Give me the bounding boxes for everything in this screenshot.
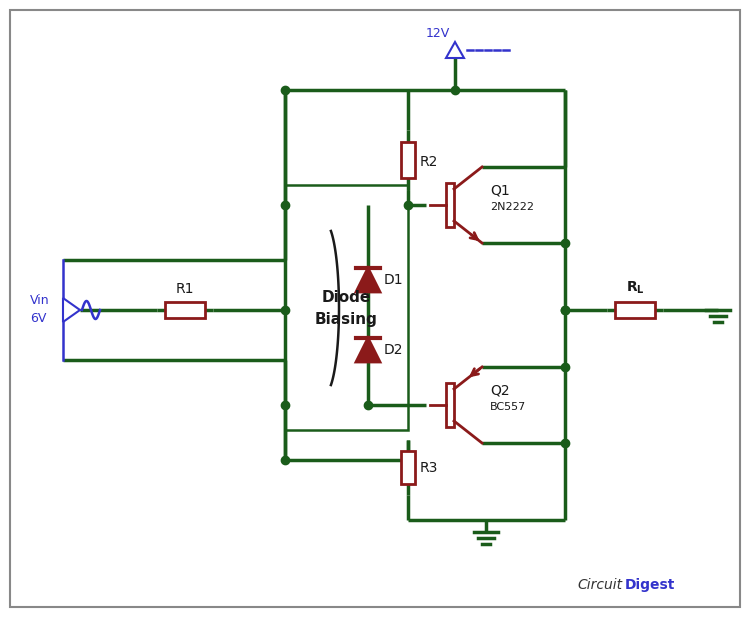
Text: Vin: Vin [30,294,50,307]
Text: Digest: Digest [625,578,675,592]
Bar [166,302,205,318]
Text: 2N2222: 2N2222 [490,202,534,212]
Text: Circuit: Circuit [578,578,623,592]
Text: Biasing: Biasing [315,312,378,327]
Text: $\mathbf{R_L}$: $\mathbf{R_L}$ [626,280,644,296]
Bar [401,142,415,178]
Text: R1: R1 [176,282,194,296]
Polygon shape [356,338,380,362]
Text: R3: R3 [420,461,438,475]
Text: Q1: Q1 [490,184,510,198]
Text: 6V: 6V [30,312,46,326]
Bar [446,383,454,427]
Text: Diode: Diode [322,290,371,305]
Bar [616,302,655,318]
Bar [446,183,454,227]
Text: D2: D2 [384,343,404,357]
Text: D1: D1 [384,273,404,287]
Polygon shape [356,268,380,292]
Bar [285,185,408,430]
Text: Q2: Q2 [490,384,510,398]
Text: R2: R2 [420,155,438,169]
Text: BC557: BC557 [490,402,526,412]
Text: 12V: 12V [426,27,450,40]
Bar [401,451,415,484]
